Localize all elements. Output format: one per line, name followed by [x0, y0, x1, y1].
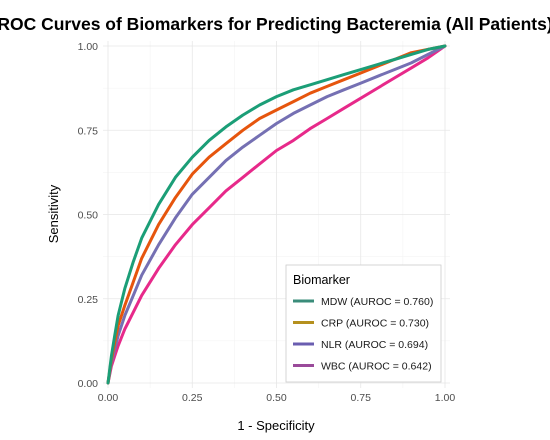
roc-line	[106, 44, 447, 385]
grid-lines	[103, 41, 450, 388]
legend-title: Biomarker	[293, 273, 350, 287]
y-tick-label: 0.50	[78, 210, 99, 222]
legend-label: CRP (AUROC = 0.730)	[321, 318, 429, 330]
x-tick-label: 0.75	[351, 392, 372, 404]
legend-label: MDW (AUROC = 0.760)	[321, 296, 433, 308]
x-tick-label: 0.50	[266, 392, 287, 404]
legend-label: WBC (AUROC = 0.642)	[321, 361, 432, 373]
legend: Biomarker MDW (AUROC = 0.760) CRP (AUROC …	[285, 264, 442, 383]
legend-label: NLR (AUROC = 0.694)	[321, 339, 428, 351]
tick-labels: 0.00 0.25 0.50 0.75 1.00 0.00 0.25 0.50 0.75 1.00	[78, 41, 456, 404]
series-lines	[106, 44, 447, 385]
roc-line	[106, 44, 447, 385]
chart-title: ROC Curves of Biomarkers for Predicting …	[0, 14, 550, 34]
y-tick-label: 1.00	[78, 41, 99, 53]
y-tick-label: 0.25	[78, 294, 99, 306]
x-tick-label: 0.00	[98, 392, 119, 404]
y-axis-label: Sensitivity	[46, 184, 61, 243]
roc-line	[106, 44, 447, 385]
x-axis-label: 1 - Specificity	[237, 418, 315, 433]
x-tick-label: 1.00	[435, 392, 456, 404]
legend-items: MDW (AUROC = 0.760) CRP (AUROC = 0.730) NL…	[293, 296, 433, 373]
x-tick-label: 0.25	[182, 392, 203, 404]
roc-line	[106, 44, 447, 385]
y-tick-label: 0.75	[78, 125, 99, 137]
y-tick-label: 0.00	[78, 378, 99, 390]
